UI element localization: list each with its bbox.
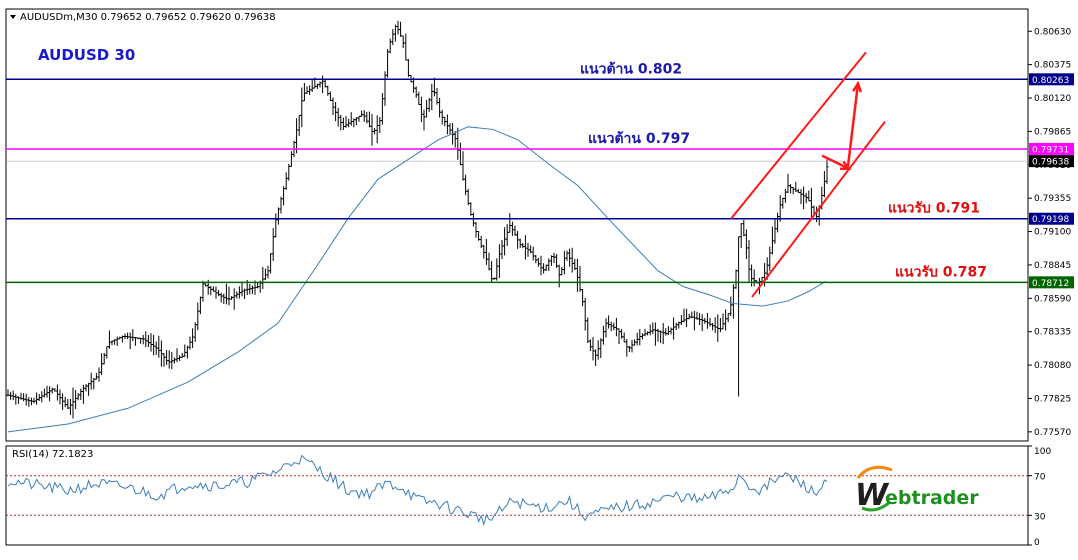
resistance-0797-price-tag bbox=[1029, 142, 1074, 155]
logo-swoosh-orange bbox=[856, 465, 893, 479]
rsi-axis: 100 70 30 0 bbox=[6, 445, 1051, 548]
chart-title: AUDUSD 30 bbox=[38, 46, 135, 64]
price-tick-label: 0.79355 bbox=[1034, 194, 1071, 204]
level-lines: 0.80263 แนวต้าน 0.802 0.79731 แนวต้าน 0.797… bbox=[6, 61, 1074, 289]
resistance-0797-label: แนวต้าน 0.797 bbox=[588, 131, 690, 147]
current-price-tag-text: 0.79638 bbox=[1032, 158, 1069, 168]
price-tick-label: 0.78335 bbox=[1034, 328, 1071, 338]
support-0791-price-tag bbox=[1029, 212, 1074, 225]
channel-lower-line[interactable] bbox=[751, 120, 886, 298]
rsi-series bbox=[7, 454, 828, 527]
current-price-tag bbox=[1029, 155, 1074, 168]
price-tick-label: 0.78845 bbox=[1034, 261, 1071, 271]
channel-upper-line[interactable] bbox=[730, 51, 867, 220]
ohlc-bar bbox=[825, 159, 829, 184]
support-0791-tag-text: 0.79198 bbox=[1032, 215, 1069, 225]
price-tick-label: 0.80120 bbox=[1034, 94, 1071, 104]
logo-rest: ebtrader bbox=[885, 487, 979, 509]
webtrader-logo: W ebtrader bbox=[855, 465, 979, 513]
rsi-tick-label: 30 bbox=[1034, 512, 1046, 522]
resistance-0802-price-tag bbox=[1029, 73, 1074, 86]
support-0791-label: แนวรับ 0.791 bbox=[888, 201, 980, 217]
logo-swoosh-green bbox=[861, 500, 891, 512]
ohlc-bars bbox=[6, 20, 829, 419]
rsi-tick-label: 100 bbox=[1034, 447, 1051, 457]
support-0787-label: แนวรับ 0.787 bbox=[895, 264, 987, 280]
rsi-line bbox=[7, 454, 828, 527]
trend-channel bbox=[730, 51, 886, 298]
pullback-arrow bbox=[821, 154, 852, 170]
price-tick-label: 0.77825 bbox=[1034, 394, 1071, 404]
target-arrow bbox=[846, 80, 863, 167]
rsi-label: RSI(14) 72.1823 bbox=[12, 449, 93, 460]
rsi-tick-label: 70 bbox=[1034, 473, 1046, 483]
resistance-0797-tag-text: 0.79731 bbox=[1032, 145, 1069, 155]
price-tick-label: 0.78080 bbox=[1034, 361, 1071, 371]
main-series bbox=[6, 20, 829, 433]
resistance-0802-label: แนวต้าน 0.802 bbox=[580, 61, 682, 77]
resistance-0802-tag-text: 0.80263 bbox=[1032, 76, 1069, 86]
main-panel-border bbox=[5, 8, 1029, 442]
price-tick-label: 0.79865 bbox=[1034, 127, 1071, 137]
support-0787-tag-text: 0.78712 bbox=[1032, 279, 1069, 289]
price-tick-label: 0.80375 bbox=[1034, 61, 1071, 71]
price-tick-label: 0.77570 bbox=[1034, 428, 1071, 438]
moving-average-line bbox=[7, 126, 827, 433]
price-tick-label: 0.80630 bbox=[1034, 27, 1071, 37]
symbol-line: AUDUSDm,M30 0.79652 0.79652 0.79620 0.79… bbox=[20, 12, 276, 23]
rsi-tick-label: 0 bbox=[1034, 538, 1040, 548]
rsi-panel-border bbox=[5, 445, 1029, 546]
price-tick-label: 0.78590 bbox=[1034, 294, 1071, 304]
support-0787-price-tag bbox=[1029, 276, 1074, 289]
dropdown-triangle-icon[interactable] bbox=[10, 15, 16, 19]
price-tick-label: 0.79100 bbox=[1034, 228, 1071, 238]
